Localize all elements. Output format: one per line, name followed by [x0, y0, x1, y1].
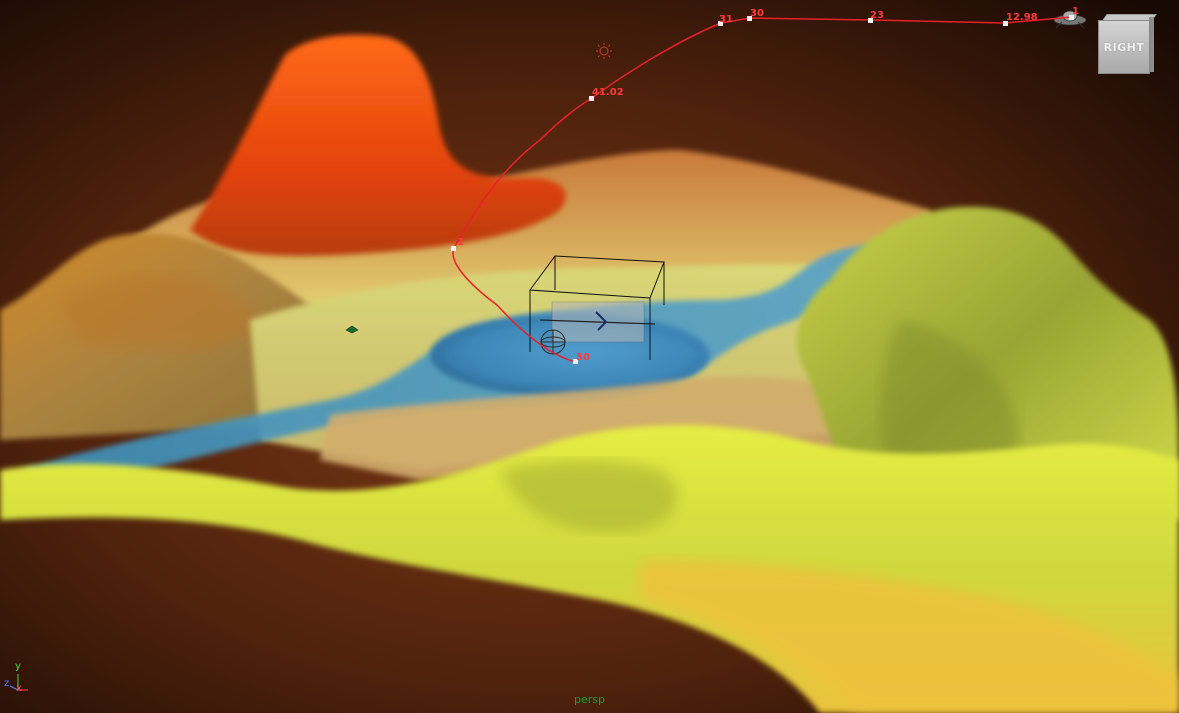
motion-path-key[interactable]: 50 [573, 352, 590, 364]
light-icon[interactable] [596, 43, 612, 59]
selection-bounding-box[interactable] [529, 255, 665, 360]
motion-path-key[interactable]: 31 [718, 14, 733, 26]
terrain-mesh[interactable] [0, 34, 1179, 713]
key-label: 41.02 [592, 87, 624, 98]
view-cube-front-face[interactable]: RIGHT [1098, 20, 1150, 74]
motion-path-key[interactable]: 30 [747, 8, 764, 21]
camera-icon[interactable] [540, 329, 566, 355]
axis-y-label: y [15, 661, 21, 672]
axis-x-label: x [16, 683, 22, 694]
motion-path-key[interactable]: 23 [868, 10, 884, 23]
key-label: 1 [457, 237, 464, 248]
axis-z-label: z [4, 678, 10, 689]
motion-path-key[interactable]: 41.02 [589, 87, 624, 101]
motion-path[interactable]: 50 1 41.02 31 30 23 12.98 1 [451, 6, 1079, 364]
motion-path-key[interactable]: 1 [451, 237, 464, 251]
key-label: 12.98 [1006, 12, 1038, 23]
helicopter-icon[interactable] [539, 301, 656, 343]
motion-path-key[interactable]: 1 [1069, 6, 1079, 20]
key-label: 1 [1072, 6, 1079, 17]
axis-gizmo-icon: y z x [4, 662, 34, 696]
motion-path-key[interactable]: 12.98 [1003, 12, 1038, 26]
key-label: 50 [576, 352, 590, 363]
axis-gizmo-lines [9, 674, 28, 691]
view-cube-label: RIGHT [1103, 40, 1145, 54]
view-cube[interactable]: RIGHT [1098, 14, 1157, 76]
key-label: 31 [719, 14, 733, 25]
view-cube-side-face[interactable] [1149, 17, 1154, 72]
key-label: 30 [750, 8, 764, 19]
key-label: 23 [870, 10, 884, 21]
locator-icon[interactable] [345, 325, 359, 334]
